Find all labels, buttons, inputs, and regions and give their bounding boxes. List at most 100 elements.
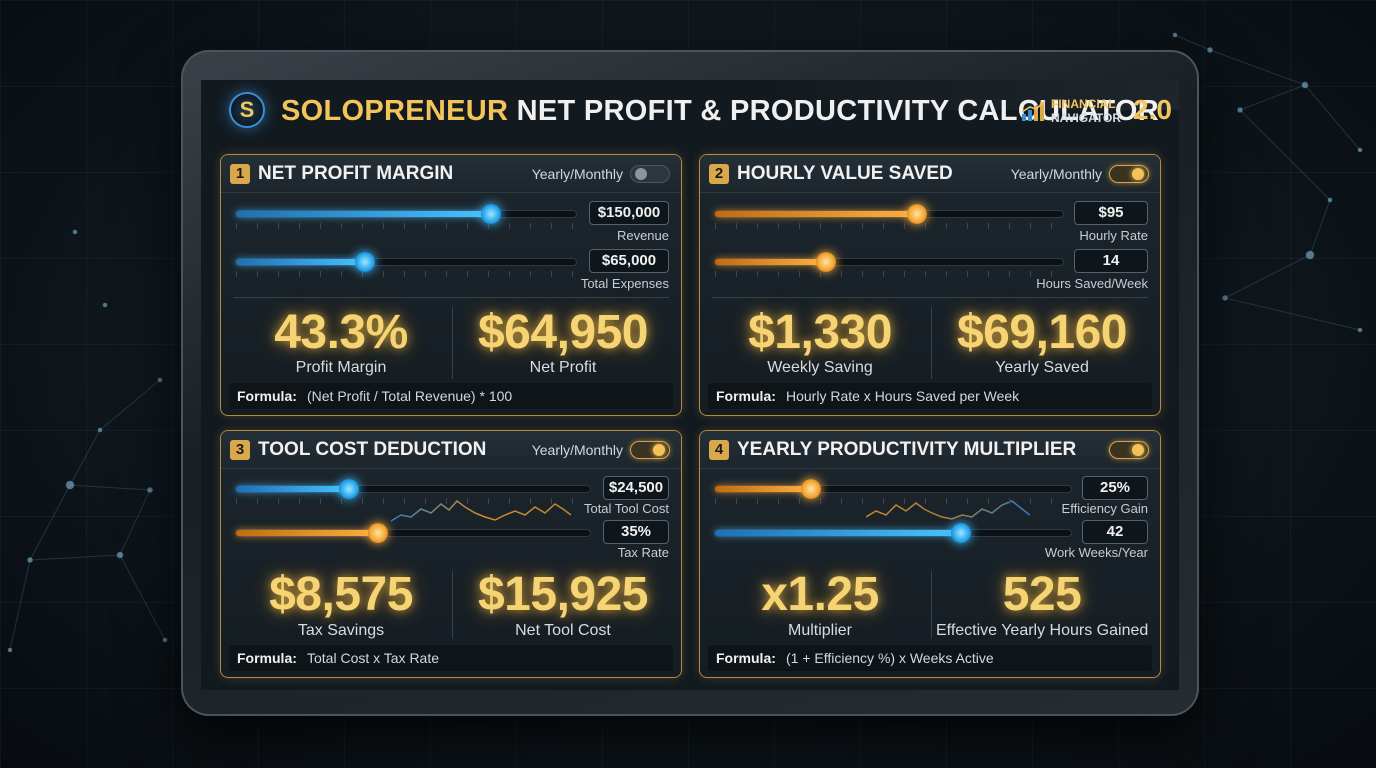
panel-number-badge: 3 <box>230 440 250 460</box>
formula-text: (1 + Efficiency %) x Weeks Active <box>786 650 994 666</box>
yearly-monthly-toggle[interactable] <box>1109 165 1149 183</box>
slider-ticks <box>715 498 1071 504</box>
toggle-knob <box>653 444 665 456</box>
work-weeks-caption: Work Weeks/Year <box>1044 545 1148 560</box>
tax-savings-label: Tax Savings <box>297 622 385 639</box>
multiplier-result: x1.25 <box>761 568 879 621</box>
tax-rate-slider[interactable] <box>235 523 591 543</box>
panel-yearly-productivity-multiplier: 4 YEARLY PRODUCTIVITY MULTIPLIER 25% Eff… <box>699 430 1161 678</box>
slider-ticks <box>236 223 576 229</box>
profit-margin-result: 43.3% <box>274 306 408 359</box>
expenses-value[interactable]: $65,000 <box>589 249 669 273</box>
panel-header: 2 HOURLY VALUE SAVED Yearly/Monthly <box>700 155 1160 193</box>
dollar-coin-icon: S <box>229 92 265 128</box>
panel-header: 3 TOOL COST DEDUCTION Yearly/Monthly <box>221 431 681 469</box>
slider-fill <box>715 486 812 492</box>
efficiency-caption: Efficiency Gain <box>1061 501 1148 516</box>
slider-ticks <box>715 223 1063 229</box>
slider-thumb[interactable] <box>950 523 971 543</box>
multiplier-label: Multiplier <box>787 622 852 639</box>
revenue-slider[interactable] <box>235 204 577 229</box>
efficiency-slider[interactable] <box>714 479 1072 504</box>
work-weeks-slider[interactable] <box>714 523 1072 543</box>
divider <box>931 307 932 379</box>
slider-thumb[interactable] <box>481 204 501 224</box>
formula-bar: Formula: (Net Profit / Total Revenue) * … <box>229 383 673 409</box>
yearly-monthly-toggle[interactable] <box>630 441 670 459</box>
revenue-caption: Revenue <box>616 228 669 243</box>
yearly-saved-label: Yearly Saved <box>995 359 1089 376</box>
app-header: S SOLOPRENEUR NET PROFIT & PRODUCTIVITY … <box>201 80 1179 150</box>
slider-fill <box>236 486 350 492</box>
toggle-knob <box>1132 444 1144 456</box>
formula-key: Formula: <box>716 388 776 404</box>
hourly-rate-caption: Hourly Rate <box>1079 228 1148 243</box>
toggle-knob <box>635 168 647 180</box>
divider <box>931 571 932 639</box>
tax-rate-value[interactable]: 35% <box>603 520 669 544</box>
yearly-hours-result: 525 <box>1002 568 1082 621</box>
net-profit-label: Net Profit <box>529 359 597 376</box>
weekly-saving-label: Weekly Saving <box>767 359 873 376</box>
expenses-slider[interactable] <box>235 252 577 277</box>
hours-saved-caption: Hours Saved/Week <box>1036 276 1148 291</box>
camera-dot <box>686 62 694 70</box>
productivity-toggle[interactable] <box>1109 441 1149 459</box>
slider-thumb[interactable] <box>339 479 360 499</box>
formula-text: (Net Profit / Total Revenue) * 100 <box>307 388 513 404</box>
hourly-rate-value[interactable]: $95 <box>1074 201 1148 225</box>
divider <box>452 571 453 639</box>
slider-thumb[interactable] <box>367 523 388 543</box>
net-tool-cost-label: Net Tool Cost <box>515 622 611 639</box>
hours-saved-slider[interactable] <box>714 252 1064 277</box>
work-weeks-value[interactable]: 42 <box>1082 520 1148 544</box>
hours-saved-value[interactable]: 14 <box>1074 249 1148 273</box>
panel-net-profit-margin: 1 NET PROFIT MARGIN Yearly/Monthly $150,… <box>220 154 682 416</box>
efficiency-value[interactable]: 25% <box>1082 476 1148 500</box>
toggle-label: Yearly/Monthly <box>1010 166 1102 182</box>
panel-number-badge: 2 <box>709 164 729 184</box>
divider <box>452 307 453 379</box>
tax-savings-result: $8,575 <box>269 568 413 621</box>
brand-name-line2: NAVIGATOR <box>1051 111 1122 125</box>
slider-ticks <box>715 271 1063 277</box>
formula-bar: Formula: (1 + Efficiency %) x Weeks Acti… <box>708 645 1152 671</box>
divider <box>712 297 1148 298</box>
panel-title: TOOL COST DEDUCTION <box>258 439 487 460</box>
slider-thumb[interactable] <box>816 252 837 272</box>
tool-cost-slider[interactable] <box>235 479 591 504</box>
revenue-value[interactable]: $150,000 <box>589 201 669 225</box>
formula-key: Formula: <box>237 650 297 666</box>
brand-version: 2.0 <box>1133 94 1172 125</box>
tablet-device: S SOLOPRENEUR NET PROFIT & PRODUCTIVITY … <box>181 50 1199 716</box>
panel-number-badge: 1 <box>230 164 250 184</box>
panel-hourly-value-saved: 2 HOURLY VALUE SAVED Yearly/Monthly $95 … <box>699 154 1161 416</box>
slider-thumb[interactable] <box>355 252 376 272</box>
slider-fill <box>715 259 827 265</box>
panel-title: HOURLY VALUE SAVED <box>737 163 953 184</box>
expenses-caption: Total Expenses <box>580 276 669 291</box>
slider-thumb[interactable] <box>801 479 822 499</box>
tool-cost-value[interactable]: $24,500 <box>603 476 669 500</box>
slider-thumb[interactable] <box>906 204 927 224</box>
slider-ticks <box>236 498 590 504</box>
bar-chart-icon <box>1021 100 1046 121</box>
slider-fill <box>236 530 378 536</box>
hourly-rate-slider[interactable] <box>714 204 1064 229</box>
profit-margin-label: Profit Margin <box>295 359 387 376</box>
panel-header: 1 NET PROFIT MARGIN Yearly/Monthly <box>221 155 681 193</box>
panel-title: YEARLY PRODUCTIVITY MULTIPLIER <box>737 439 1077 460</box>
panel-title: NET PROFIT MARGIN <box>258 163 454 184</box>
formula-bar: Formula: Total Cost x Tax Rate <box>229 645 673 671</box>
yearly-monthly-toggle[interactable] <box>630 165 670 183</box>
divider <box>233 297 669 298</box>
toggle-label: Yearly/Monthly <box>531 442 623 458</box>
formula-bar: Formula: Hourly Rate x Hours Saved per W… <box>708 383 1152 409</box>
cost-sparkline <box>391 499 571 522</box>
productivity-sparkline <box>866 500 1030 520</box>
toggle-knob <box>1132 168 1144 180</box>
app-screen: S SOLOPRENEUR NET PROFIT & PRODUCTIVITY … <box>201 80 1179 690</box>
panel-header: 4 YEARLY PRODUCTIVITY MULTIPLIER <box>700 431 1160 469</box>
formula-text: Hourly Rate x Hours Saved per Week <box>786 388 1020 404</box>
